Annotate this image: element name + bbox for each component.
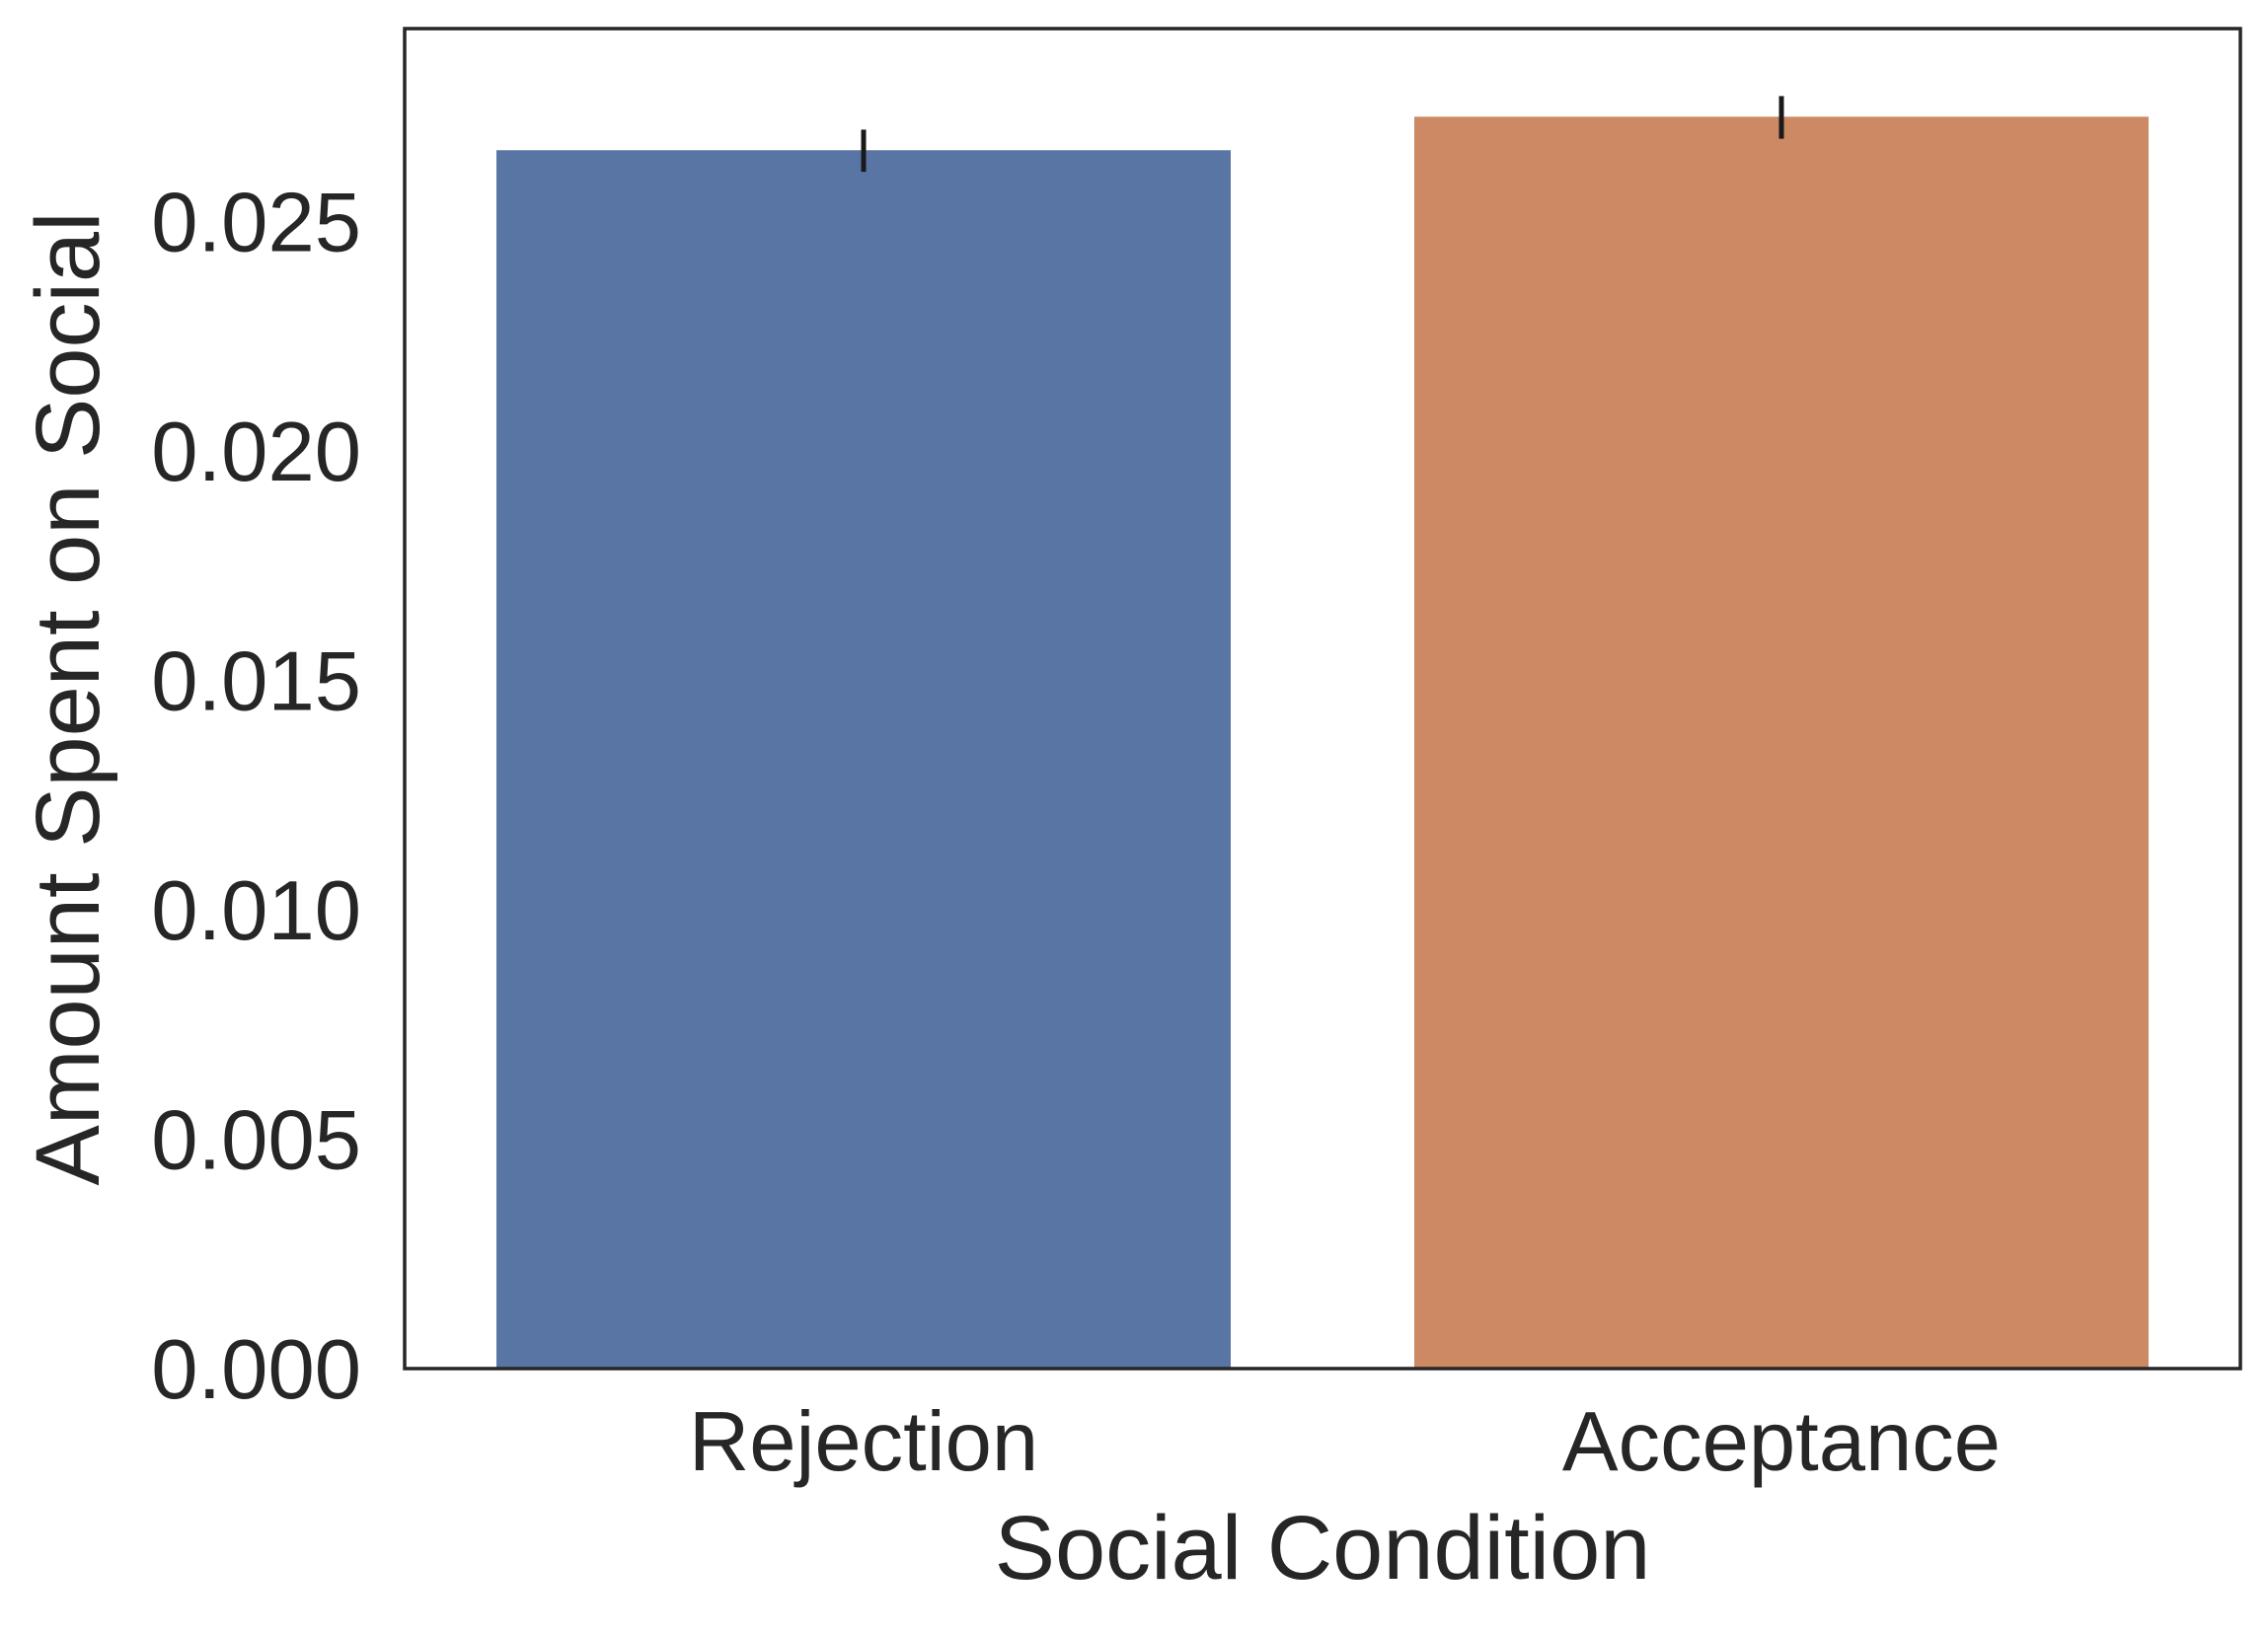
x-axis-label: Social Condition: [995, 1498, 1651, 1598]
bars-layer: [496, 116, 2149, 1369]
y-tick-label: 0.020: [151, 406, 361, 499]
bar-acceptance: [1414, 116, 2149, 1369]
y-tick-label: 0.000: [151, 1323, 361, 1417]
y-tick-label: 0.005: [151, 1093, 361, 1187]
error-bars-layer: [861, 96, 1784, 173]
y-tick-label: 0.010: [151, 864, 361, 958]
bar-rejection: [496, 150, 1231, 1369]
x-tick-label-acceptance: Acceptance: [1562, 1395, 2001, 1489]
y-axis-label: Amount Spent on Social: [18, 211, 118, 1185]
y-tick-label: 0.015: [151, 634, 361, 728]
y-tick-label: 0.025: [151, 176, 361, 269]
x-tick-label-rejection: Rejection: [689, 1395, 1038, 1489]
plot-frame: [403, 27, 2242, 1371]
x-tick-labels: Rejection Acceptance: [689, 1395, 2001, 1489]
y-tick-labels: 0.000 0.005 0.010 0.015 0.020 0.025: [151, 176, 361, 1417]
